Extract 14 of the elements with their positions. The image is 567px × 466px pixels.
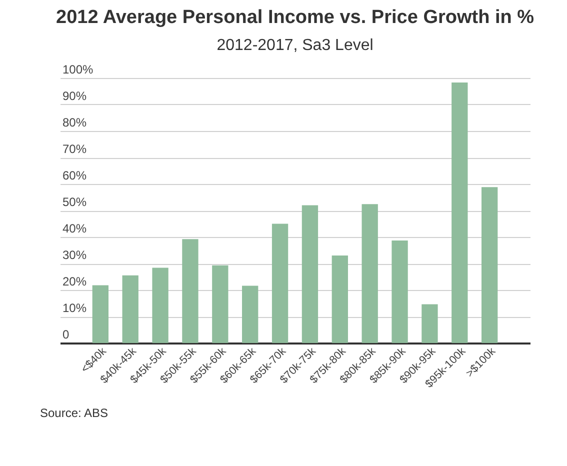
y-tick-label: 20% (62, 274, 87, 288)
y-tick-label: 50% (62, 195, 87, 209)
y-tick-label: 10% (62, 301, 87, 315)
source-note: Source: ABS (40, 406, 108, 420)
y-tick-label: 40% (62, 222, 87, 236)
chart-title: 2012 Average Personal Income vs. Price Growth in % (56, 7, 534, 28)
y-tick-label: 80% (62, 116, 87, 130)
y-tick-label: 30% (62, 248, 87, 262)
y-tick-label: 90% (62, 89, 87, 103)
y-tick-label: 60% (62, 168, 87, 182)
y-tick-label: 70% (62, 142, 87, 156)
y-tick-label: 0 (62, 328, 70, 342)
chart-subtitle: 2012-2017, Sa3 Level (216, 37, 374, 54)
y-tick-label: 100% (62, 62, 94, 76)
